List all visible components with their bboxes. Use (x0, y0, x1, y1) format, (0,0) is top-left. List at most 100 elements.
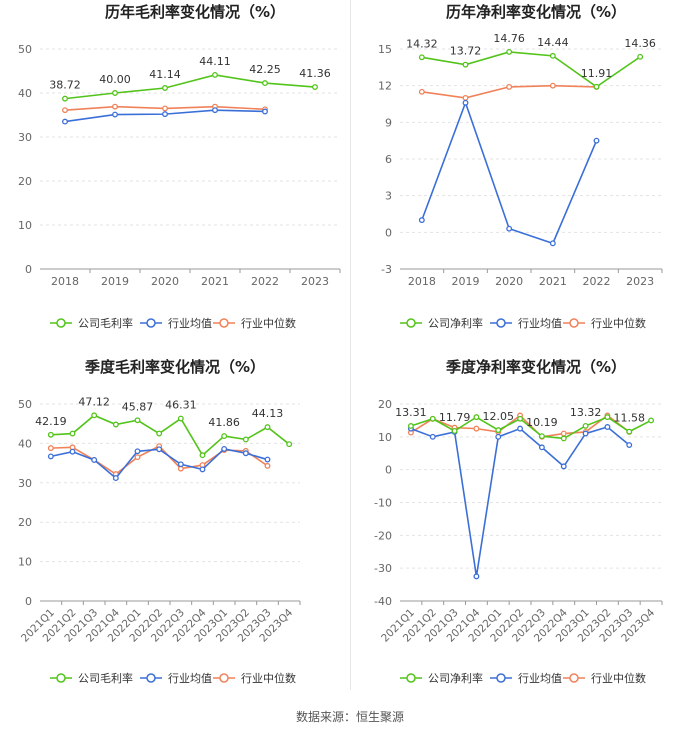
x-tick-label: 2022 (251, 275, 279, 288)
y-tick-label: 30 (18, 477, 32, 490)
data-point-company (177, 415, 184, 422)
data-point-company (91, 412, 98, 419)
legend-label-industry_median: 行业中位数 (241, 316, 296, 330)
legend-label-industry_avg: 行业均值 (168, 672, 212, 685)
data-point-industry_avg (582, 430, 589, 437)
x-tick-label: 2023 (301, 275, 329, 288)
data-point-industry_avg (112, 111, 118, 118)
data-point-company (418, 54, 425, 61)
data-point-industry_avg (112, 475, 119, 482)
data-point-industry_avg (560, 463, 567, 470)
data-point-industry_avg (162, 111, 168, 118)
y-tick-label: 40 (18, 87, 32, 100)
data-point-industry_avg (593, 137, 600, 144)
data-point-company (582, 422, 589, 429)
legend-label-company: 公司毛利率 (78, 671, 133, 685)
data-point-company (648, 417, 655, 424)
legend-label-industry_median: 行业中位数 (241, 671, 296, 685)
y-tick-label: 20 (18, 175, 32, 188)
data-label: 13.72 (450, 45, 482, 58)
data-point-industry_avg (47, 453, 54, 460)
data-point-industry_avg (538, 444, 545, 451)
y-tick-label: 10 (18, 219, 32, 232)
chart-panel-quarter-net: 季度净利率变化情况（%） -40 -30 -20 -10 0 10 20 2021Q1 2021Q… (350, 345, 700, 700)
data-point-industry_avg (62, 118, 68, 125)
chart-title: 季度净利率变化情况（%） (446, 358, 626, 376)
legend-marker-company (56, 673, 66, 683)
data-point-industry_avg (264, 456, 271, 463)
data-point-company (462, 61, 469, 68)
data-label: 46.31 (165, 399, 197, 412)
data-point-company (506, 48, 513, 55)
legend-label-industry_avg: 行业均值 (518, 317, 562, 330)
panel-divider (350, 0, 351, 690)
data-label: 11.91 (581, 67, 613, 80)
data-point-company (134, 417, 141, 424)
x-tick-label: 2023 (626, 275, 654, 288)
y-tick-label: -40 (374, 595, 392, 608)
data-point-company (473, 414, 480, 421)
chart-quarterly-gross-margin: 季度毛利率变化情况（%）010203040502021Q12021Q22021Q… (18, 358, 301, 685)
legend-marker-industry_avg (496, 673, 506, 683)
chart-annual-gross-margin: 历年毛利率变化情况（%） 0 10 20 30 40 50 2018 2019 2020 2021 2… (18, 3, 341, 330)
data-point-company (264, 424, 271, 431)
data-point-industry_avg (91, 456, 98, 463)
data-point-industry_avg (462, 99, 469, 106)
chart-panel-annual-net: 历年净利率变化情况（%） -3 0 3 6 9 12 15 2018 2019 2020 2021 20… (350, 0, 700, 345)
data-label: 13.31 (395, 406, 427, 419)
chart-panel-quarter-gross: 季度毛利率变化情况（%） 0 10 20 30 40 50 2021Q1 2021Q2 2021Q… (0, 345, 350, 700)
y-tick-label: 50 (18, 43, 32, 56)
legend-label-industry_median: 行业中位数 (591, 671, 646, 685)
data-label: 11.58 (614, 412, 646, 425)
data-point-industry_avg (506, 225, 513, 232)
y-tick-label: -30 (374, 562, 392, 575)
legend-marker-company (56, 318, 66, 328)
data-point-industry_avg (177, 461, 184, 468)
data-point-industry_median (112, 103, 118, 110)
legend-label-industry_median: 行业中位数 (591, 316, 646, 330)
data-point-industry_avg (212, 107, 218, 114)
data-point-industry_avg (69, 448, 76, 455)
y-tick-label: 50 (18, 398, 32, 411)
data-point-industry_avg (517, 425, 524, 432)
series-line-industry_avg (421, 100, 598, 245)
data-label: 42.25 (249, 63, 281, 76)
data-point-industry_avg (199, 466, 206, 473)
data-label: 41.86 (208, 416, 240, 429)
legend-marker-industry_median (569, 318, 579, 328)
data-point-industry_median (47, 445, 54, 452)
x-tick-label: 2018 (51, 275, 79, 288)
data-point-industry_median (473, 425, 480, 432)
data-point-company (312, 84, 318, 90)
data-label: 47.12 (78, 395, 110, 408)
chart-annual-net-margin: 历年净利率变化情况（%） -3 0 3 6 9 12 15 2018 2019 2020 2021 20… (378, 3, 663, 330)
data-label: 41.14 (149, 68, 181, 81)
data-point-company (221, 433, 228, 440)
chart-quarterly-net-margin: 季度净利率变化情况（%）-40-30-20-10010202021Q12021Q… (374, 358, 663, 685)
y-tick-label: 0 (385, 464, 392, 477)
data-point-industry_median (264, 462, 271, 469)
series-line-company (421, 51, 641, 88)
x-tick-label: 2019 (452, 275, 480, 288)
y-tick-label: 40 (18, 437, 32, 450)
legend-label-company: 公司毛利率 (78, 316, 133, 330)
data-point-company (62, 95, 68, 102)
data-point-company (549, 52, 556, 59)
y-tick-label: 9 (385, 116, 392, 129)
data-label: 14.36 (624, 37, 656, 50)
data-label: 11.79 (439, 411, 471, 424)
data-point-company (286, 441, 293, 448)
legend-label-company: 公司净利率 (428, 316, 483, 330)
data-point-company (560, 435, 567, 442)
y-tick-label: 15 (378, 43, 392, 56)
legend-marker-industry_avg (146, 673, 156, 683)
y-tick-label: 0 (385, 226, 392, 239)
data-source-footer: 数据来源：恒生聚源 (295, 710, 404, 724)
x-tick-label: 2021 (539, 275, 567, 288)
legend-marker-industry_median (219, 318, 229, 328)
data-point-company (429, 415, 436, 422)
data-point-industry_median (506, 83, 513, 90)
data-point-industry_avg (418, 217, 425, 224)
data-label: 42.19 (35, 415, 67, 428)
series-line-company (64, 74, 316, 100)
